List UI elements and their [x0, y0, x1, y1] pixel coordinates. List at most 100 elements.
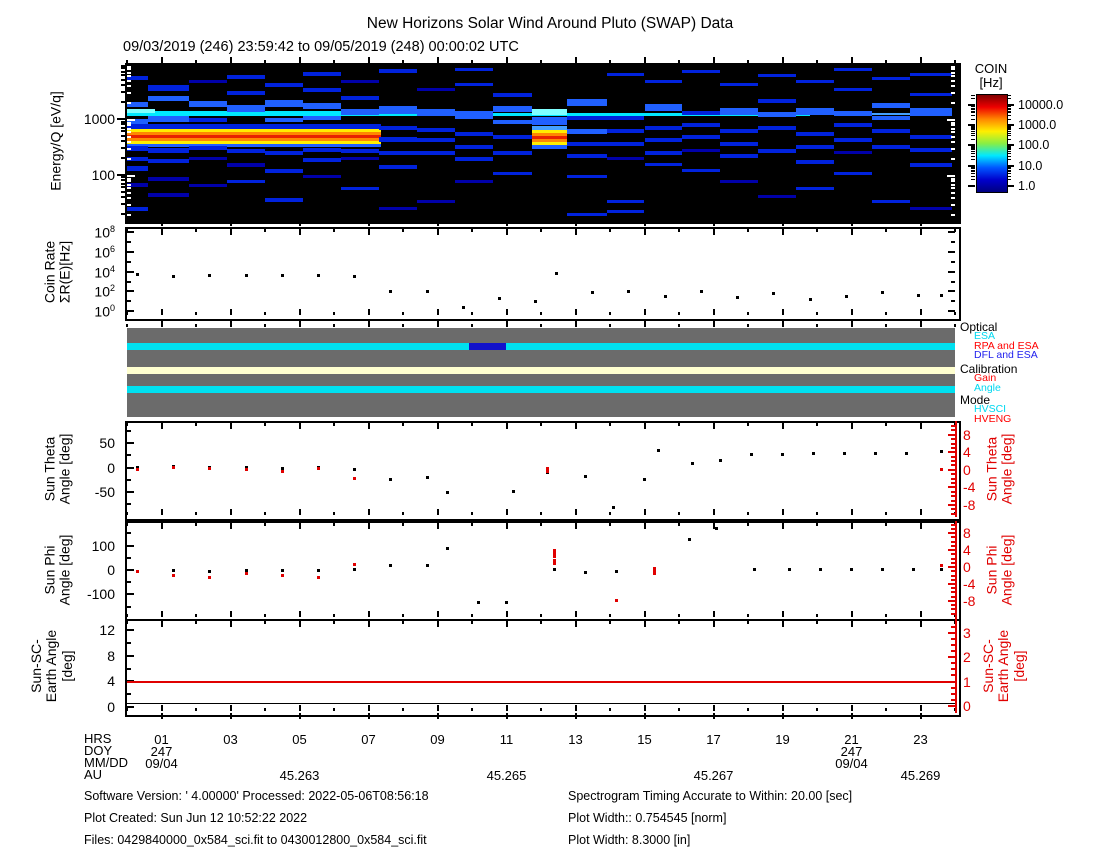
spectrogram-band	[532, 132, 567, 137]
spectrogram-band	[340, 80, 379, 84]
colorbar-tick-minor	[1007, 145, 1011, 147]
coin-xtick-bottom	[643, 309, 646, 315]
hours-axis-tick	[505, 713, 508, 719]
coin-xtick-bottom	[367, 309, 370, 315]
spectrogram-band	[566, 129, 607, 135]
spectrogram-band	[606, 115, 645, 120]
spectrogram-inner-tick	[951, 180, 955, 183]
coin-xtick-bottom	[609, 312, 611, 315]
coin-ytick-label: 102	[94, 283, 115, 301]
spectrogram-inner-tick	[951, 214, 955, 216]
coin-rate-point	[917, 293, 921, 297]
flags-xtick-top	[816, 324, 818, 327]
spectrogram-band	[492, 106, 533, 113]
phi-right-tick-minor	[951, 587, 957, 590]
colorbar-tick-minor-left	[971, 98, 975, 100]
earth-xtick-top	[264, 621, 266, 624]
coin-ytick-label: 100	[94, 303, 115, 320]
spectrogram-xtick-bottom	[436, 220, 439, 226]
spectrogram-inner-tick	[127, 187, 131, 190]
hours-axis-tick	[850, 713, 853, 719]
colorbar-tick-minor	[1007, 110, 1011, 112]
phi-ytick-label: -100	[86, 586, 115, 603]
coin-xtick-top	[609, 229, 611, 232]
flags-xtick-top	[402, 324, 404, 327]
spectrogram-xtick-top	[298, 57, 301, 63]
theta-right-tick-minor	[951, 512, 957, 515]
spectrogram-xtick-bottom	[505, 220, 508, 226]
phi-right-tick-minor	[951, 604, 957, 607]
flags-xtick-top	[609, 324, 611, 327]
spectrogram-ytick	[117, 173, 125, 176]
spectrogram-band	[532, 144, 567, 149]
spectrogram-inner-tick	[951, 148, 955, 151]
phi-xtick-top	[229, 523, 232, 529]
colorbar-tick-left	[968, 144, 975, 147]
spectrogram-xtick-bottom	[540, 220, 542, 223]
phi-black-point	[715, 527, 719, 531]
spectrogram-xtick-bottom	[816, 220, 818, 223]
flags-xtick-top	[436, 321, 439, 327]
earth-ytick	[127, 706, 134, 709]
phi-xtick-bottom	[367, 611, 370, 617]
spectrogram-inner-tick	[951, 158, 955, 161]
spectrogram-band	[872, 199, 911, 203]
hours-axis-tick	[436, 713, 439, 719]
flags-xtick-top	[505, 321, 508, 327]
colorbar-tick-minor-left	[971, 105, 975, 107]
coin-xtick-top	[885, 229, 887, 232]
spectrogram-band	[834, 123, 873, 128]
phi-black-point	[787, 567, 791, 571]
phi-right-tick-minor	[951, 553, 957, 556]
phi-right-tick-minor	[951, 608, 957, 611]
footer-timing: Spectrogram Timing Accurate to Within: 2…	[568, 789, 853, 803]
colorbar-tick-minor-left	[971, 112, 975, 114]
coin-right-tick-minor	[951, 260, 955, 263]
phi-xtick-bottom	[195, 614, 197, 617]
phi-xtick-top	[402, 523, 404, 526]
spectrogram-band	[227, 162, 265, 167]
spectrogram-band	[127, 110, 381, 116]
phi-right-tick-minor	[951, 595, 957, 598]
colorbar-tick-minor	[1007, 173, 1011, 175]
flags-xtick-top	[574, 321, 577, 327]
theta-right-tick-minor	[951, 425, 957, 428]
coin-ytick-label: 106	[94, 244, 115, 261]
colorbar-tick	[1007, 103, 1014, 106]
spectrogram-band	[378, 106, 417, 115]
footer-files: Files: 0429840000_0x584_sci.fit to 04300…	[84, 833, 427, 847]
spectrogram-band	[910, 207, 952, 211]
coin-xtick-top	[678, 229, 680, 232]
flags-xtick-top	[747, 324, 749, 327]
earth-xtick-bottom	[885, 708, 887, 711]
coin-xtick-bottom	[885, 312, 887, 315]
phi-red-point	[653, 567, 657, 571]
theta-red-point	[244, 467, 248, 471]
spectrogram-inner-tick	[951, 135, 955, 138]
coin-xtick-bottom	[540, 312, 542, 315]
coin-xtick-top	[160, 229, 163, 235]
coin-xtick-top	[333, 229, 335, 232]
spectrogram-band	[910, 147, 952, 152]
spectrogram-band	[189, 156, 228, 160]
spectrogram-ytick	[121, 101, 125, 104]
coin-xtick-top	[471, 229, 473, 232]
coin-ytick	[127, 251, 134, 254]
earth-ytick-minor	[127, 641, 131, 644]
hours-axis-tick	[229, 713, 232, 719]
spectrogram-xtick-bottom	[333, 220, 335, 223]
coin-ytick	[127, 270, 134, 273]
spectrogram-band	[758, 126, 797, 131]
theta-xtick-top	[160, 423, 163, 429]
colorbar-tick-label: 100.0	[1018, 138, 1050, 153]
theta-xtick-bottom	[298, 509, 301, 515]
earth-xtick-top	[643, 621, 646, 627]
coin-xtick-bottom	[747, 312, 749, 315]
spectrogram-inner-tick	[127, 148, 131, 151]
footer-plot-width-in: Plot Width: 8.3000 [in]	[568, 833, 691, 847]
earth-xtick-bottom	[747, 708, 749, 711]
spectrogram-band	[147, 176, 190, 181]
spectrogram-band	[532, 109, 567, 116]
phi-xtick-bottom	[298, 611, 301, 617]
colorbar-tick-minor	[1007, 125, 1011, 127]
